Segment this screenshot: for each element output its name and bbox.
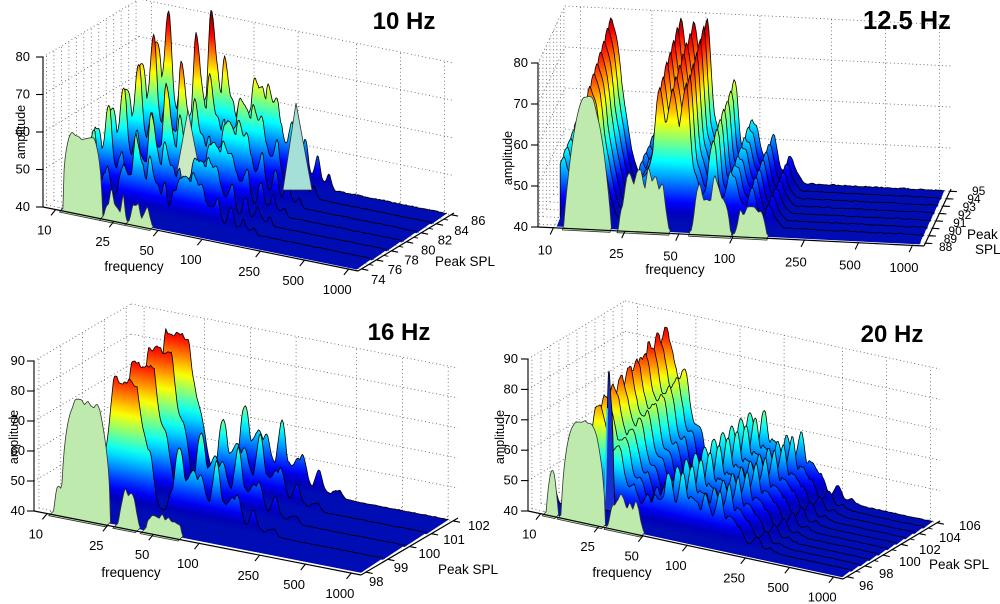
svg-text:10: 10	[37, 222, 51, 237]
svg-text:70: 70	[11, 413, 25, 428]
svg-text:frequency: frequency	[645, 262, 705, 277]
svg-text:93: 93	[963, 200, 977, 214]
svg-text:70: 70	[514, 96, 528, 111]
svg-text:104: 104	[939, 530, 961, 545]
svg-text:40: 40	[16, 199, 30, 214]
svg-text:70: 70	[504, 412, 518, 427]
svg-text:106: 106	[959, 518, 981, 533]
svg-text:20 Hz: 20 Hz	[861, 321, 924, 348]
svg-text:amplitude: amplitude	[14, 105, 28, 159]
svg-text:94: 94	[967, 192, 981, 206]
svg-text:25: 25	[89, 538, 103, 553]
svg-text:Peak SPL: Peak SPL	[929, 557, 990, 572]
svg-text:1000: 1000	[325, 586, 354, 601]
svg-text:98: 98	[369, 574, 383, 589]
svg-text:frequency: frequency	[592, 565, 652, 580]
svg-text:100: 100	[714, 251, 736, 266]
svg-text:50: 50	[16, 162, 30, 177]
svg-text:88: 88	[939, 240, 953, 254]
svg-text:12.5 Hz: 12.5 Hz	[863, 7, 951, 35]
svg-text:60: 60	[11, 443, 25, 458]
svg-text:25: 25	[580, 539, 594, 554]
svg-text:70: 70	[16, 87, 30, 102]
svg-text:40: 40	[11, 503, 25, 518]
svg-text:100: 100	[665, 558, 687, 573]
svg-text:50: 50	[139, 243, 153, 258]
svg-text:60: 60	[504, 442, 518, 457]
svg-text:25: 25	[95, 234, 109, 249]
svg-text:101: 101	[443, 532, 465, 547]
svg-text:10: 10	[538, 242, 552, 257]
svg-text:78: 78	[404, 252, 418, 267]
svg-text:50: 50	[663, 249, 677, 264]
svg-text:1000: 1000	[890, 260, 919, 275]
svg-text:amplitude: amplitude	[493, 410, 507, 464]
svg-text:10 Hz: 10 Hz	[373, 8, 436, 35]
svg-text:250: 250	[238, 264, 260, 279]
svg-text:84: 84	[454, 223, 468, 238]
svg-text:1000: 1000	[323, 282, 352, 297]
svg-text:50: 50	[624, 549, 638, 564]
svg-text:80: 80	[504, 381, 518, 396]
svg-text:40: 40	[504, 503, 518, 518]
svg-text:74: 74	[371, 272, 385, 287]
svg-text:80: 80	[16, 49, 30, 64]
svg-text:10: 10	[29, 526, 43, 541]
svg-text:amplitude: amplitude	[501, 131, 515, 185]
svg-text:91: 91	[953, 216, 967, 230]
svg-text:10: 10	[522, 526, 536, 541]
svg-text:60: 60	[16, 124, 30, 139]
svg-text:80: 80	[514, 55, 528, 70]
svg-text:50: 50	[135, 547, 149, 562]
svg-text:Peak SPL: Peak SPL	[435, 254, 496, 269]
svg-text:98: 98	[879, 566, 893, 581]
svg-text:90: 90	[11, 353, 25, 368]
svg-text:102: 102	[468, 518, 490, 533]
svg-text:100: 100	[899, 554, 921, 569]
svg-text:1000: 1000	[808, 590, 837, 604]
svg-text:99: 99	[394, 560, 408, 575]
svg-text:90: 90	[504, 351, 518, 366]
svg-text:100: 100	[180, 252, 202, 267]
svg-text:500: 500	[282, 273, 304, 288]
svg-text:76: 76	[388, 262, 402, 277]
svg-text:amplitude: amplitude	[7, 410, 21, 464]
svg-text:50: 50	[514, 178, 528, 193]
svg-text:80: 80	[11, 383, 25, 398]
svg-text:Peak: Peak	[967, 227, 998, 242]
svg-text:SPL: SPL	[975, 242, 1000, 257]
svg-text:250: 250	[785, 255, 807, 270]
svg-text:40: 40	[514, 219, 528, 234]
svg-text:100: 100	[419, 546, 441, 561]
svg-text:96: 96	[859, 578, 873, 593]
svg-text:500: 500	[283, 577, 305, 592]
svg-text:82: 82	[438, 233, 452, 248]
svg-text:50: 50	[11, 473, 25, 488]
svg-text:500: 500	[767, 580, 789, 595]
svg-text:89: 89	[944, 232, 958, 246]
svg-text:90: 90	[948, 224, 962, 238]
svg-text:Peak SPL: Peak SPL	[438, 562, 499, 577]
svg-text:80: 80	[421, 243, 435, 258]
svg-text:95: 95	[972, 184, 986, 198]
svg-text:250: 250	[723, 571, 745, 586]
svg-text:92: 92	[958, 208, 972, 222]
svg-text:frequency: frequency	[101, 565, 161, 580]
svg-text:250: 250	[237, 568, 259, 583]
svg-text:frequency: frequency	[104, 259, 164, 274]
svg-text:50: 50	[504, 473, 518, 488]
svg-text:500: 500	[839, 257, 861, 272]
svg-text:16 Hz: 16 Hz	[368, 319, 431, 346]
svg-text:86: 86	[471, 213, 485, 228]
svg-text:60: 60	[514, 137, 528, 152]
svg-text:25: 25	[609, 246, 623, 261]
svg-text:102: 102	[919, 542, 941, 557]
svg-text:100: 100	[177, 556, 199, 571]
